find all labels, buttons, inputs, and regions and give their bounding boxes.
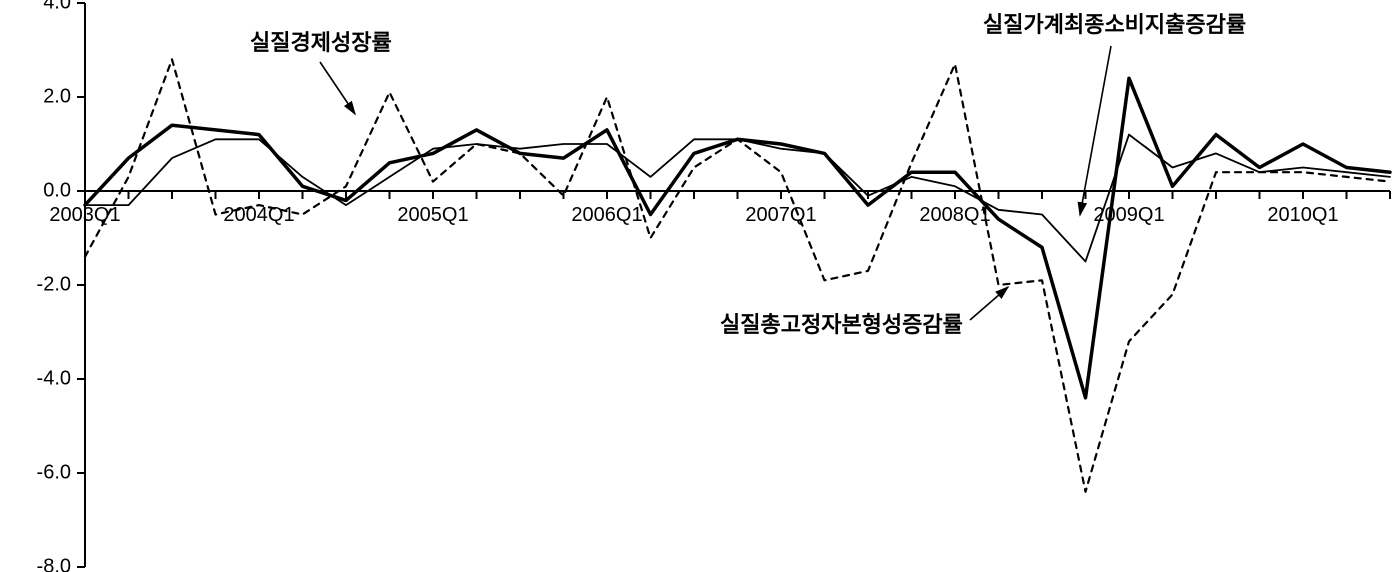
x-tick-label: 2010Q1	[1267, 204, 1338, 226]
line-chart: -8.0 -6.0 -4.0 -2.0 0.0 2.0 4.0 2003Q1 2004Q1 200…	[0, 0, 1393, 572]
x-tick-label: 2008Q1	[919, 204, 990, 226]
annotation-consumption: 실질가계최종소비지출증감률	[983, 12, 1246, 37]
y-tick-label: 2.0	[43, 85, 71, 107]
x-tick-label: 2004Q1	[223, 204, 294, 226]
x-tick-label: 2006Q1	[571, 204, 642, 226]
x-tick-label: 2007Q1	[745, 204, 816, 226]
y-tick-label: -8.0	[37, 555, 71, 572]
annotation-gdp: 실질경제성장률	[250, 30, 392, 55]
y-tick-label: -6.0	[37, 461, 71, 483]
x-tick-label: 2003Q1	[49, 204, 120, 226]
y-tick-label: 0.0	[43, 179, 71, 201]
y-tick-label: -2.0	[37, 273, 71, 295]
y-tick-label: -4.0	[37, 367, 71, 389]
chart-svg: -8.0 -6.0 -4.0 -2.0 0.0 2.0 4.0 2003Q1 2004Q1 200…	[0, 0, 1393, 572]
x-tick-label: 2005Q1	[397, 204, 468, 226]
y-tick-label: 4.0	[43, 0, 71, 13]
annotation-investment: 실질총고정자본형성증감률	[720, 312, 963, 337]
